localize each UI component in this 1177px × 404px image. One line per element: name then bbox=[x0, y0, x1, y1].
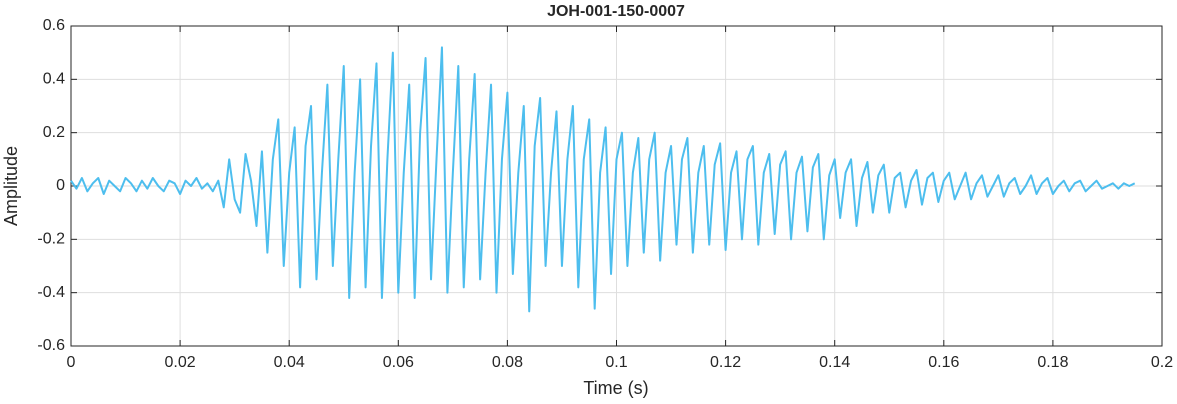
plot-frame bbox=[70, 25, 1163, 347]
x-tick-label: 0.18 bbox=[1037, 354, 1068, 371]
x-tick-label: 0.04 bbox=[274, 354, 305, 371]
y-tick-label: -0.6 bbox=[37, 337, 65, 354]
y-tick-label: 0 bbox=[56, 177, 65, 194]
x-tick-label: 0.14 bbox=[819, 354, 850, 371]
x-tick-label: 0.06 bbox=[383, 354, 414, 371]
y-tick-label: -0.4 bbox=[37, 284, 65, 301]
x-tick-label: 0.16 bbox=[928, 354, 959, 371]
y-axis-label: Amplitude bbox=[1, 146, 21, 226]
x-tick-label: 0.2 bbox=[1151, 354, 1173, 371]
y-tick-label: -0.2 bbox=[37, 231, 65, 248]
chart-title: JOH-001-150-0007 bbox=[547, 3, 685, 20]
x-tick-label: 0.1 bbox=[605, 354, 627, 371]
x-tick-label: 0.08 bbox=[492, 354, 523, 371]
y-tick-label: 0.4 bbox=[43, 71, 65, 88]
signal-line bbox=[70, 46, 1136, 313]
x-tick-label: 0 bbox=[67, 354, 76, 371]
x-tick-label: 0.12 bbox=[710, 354, 741, 371]
x-tick-label: 0.02 bbox=[165, 354, 196, 371]
y-tick-label: 0.2 bbox=[43, 124, 65, 141]
y-tick-label: 0.6 bbox=[43, 17, 65, 34]
x-axis-label: Time (s) bbox=[583, 378, 648, 398]
